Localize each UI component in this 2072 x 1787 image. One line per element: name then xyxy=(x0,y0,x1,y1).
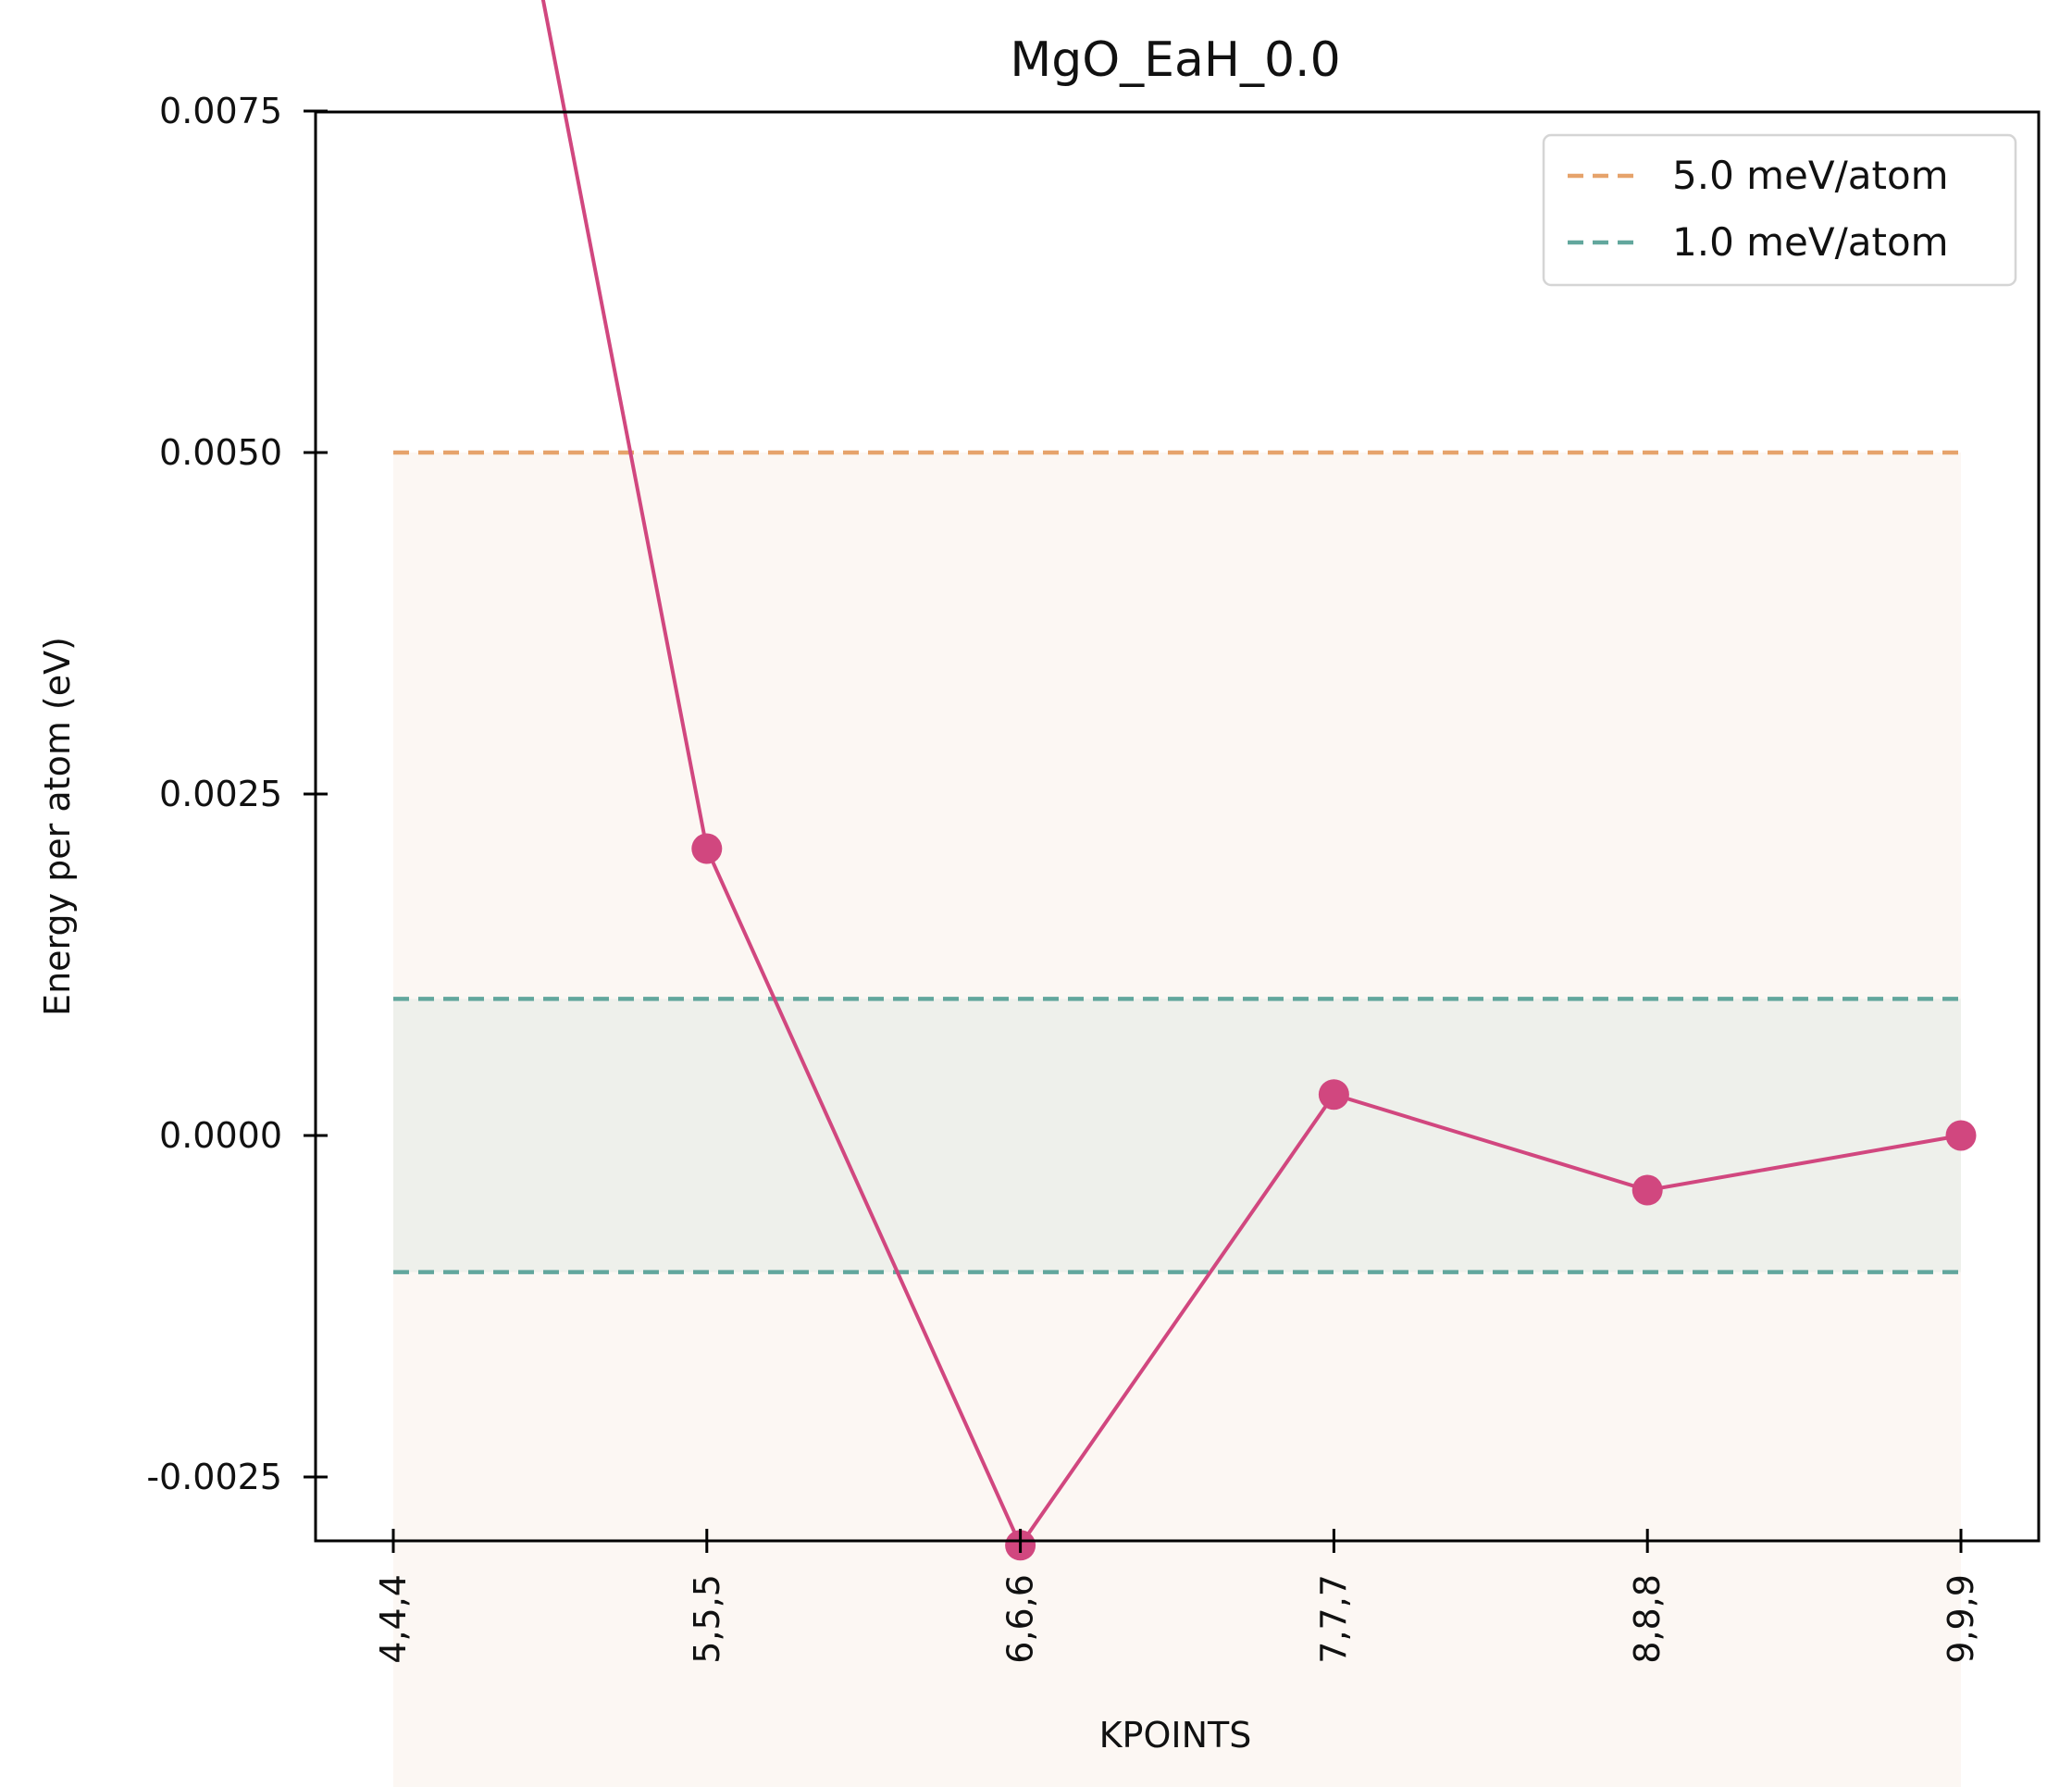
data-point-1 xyxy=(691,833,723,864)
legend-box xyxy=(1542,133,2017,287)
x-tick-label-1: 5,5,5 xyxy=(687,1574,727,1664)
legend-label-1: 1.0 meV/atom xyxy=(1672,219,1949,265)
series-line-0 xyxy=(540,0,1962,1549)
data-point-4 xyxy=(1632,1174,1663,1206)
x-axis-label: KPOINTS xyxy=(1099,1715,1252,1756)
y-axis-label: Energy per atom (eV) xyxy=(37,637,78,1016)
plot-frame xyxy=(314,110,2041,1543)
y-tick-label-1: -0.0025 xyxy=(146,1457,282,1497)
band-fill-1 xyxy=(393,999,1961,1272)
x-tick-label-5: 9,9,9 xyxy=(1941,1574,1981,1664)
x-tick-label-3: 7,7,7 xyxy=(1313,1574,1354,1664)
legend-label-0: 5.0 meV/atom xyxy=(1672,153,1949,198)
y-tick-label-4: 0.0050 xyxy=(159,432,282,473)
data-series xyxy=(540,0,1977,1561)
data-point-5 xyxy=(1945,1120,1977,1151)
x-tick-label-4: 8,8,8 xyxy=(1627,1574,1668,1664)
y-tick-label-3: 0.0025 xyxy=(159,774,282,814)
chart-title: MgO_EaH_0.0 xyxy=(1010,32,1340,88)
reference-bands xyxy=(393,453,1961,1787)
y-tick-label-2: 0.0000 xyxy=(159,1115,282,1156)
reference-lines xyxy=(393,450,1961,1274)
x-tick-label-2: 6,6,6 xyxy=(1000,1574,1041,1664)
data-point-3 xyxy=(1318,1079,1349,1111)
y-tick-label-5: 0.0075 xyxy=(159,91,282,131)
legend: 5.0 meV/atom 1.0 meV/atom xyxy=(1542,133,2017,287)
x-axis: 4,4,4 5,5,5 6,6,6 7,7,7 8,8,8 9,9,9 xyxy=(373,1529,1981,1664)
y-axis: -0.0050-0.00250.00000.00250.00500.00750.… xyxy=(146,91,328,1497)
x-tick-label-0: 4,4,4 xyxy=(373,1574,414,1664)
